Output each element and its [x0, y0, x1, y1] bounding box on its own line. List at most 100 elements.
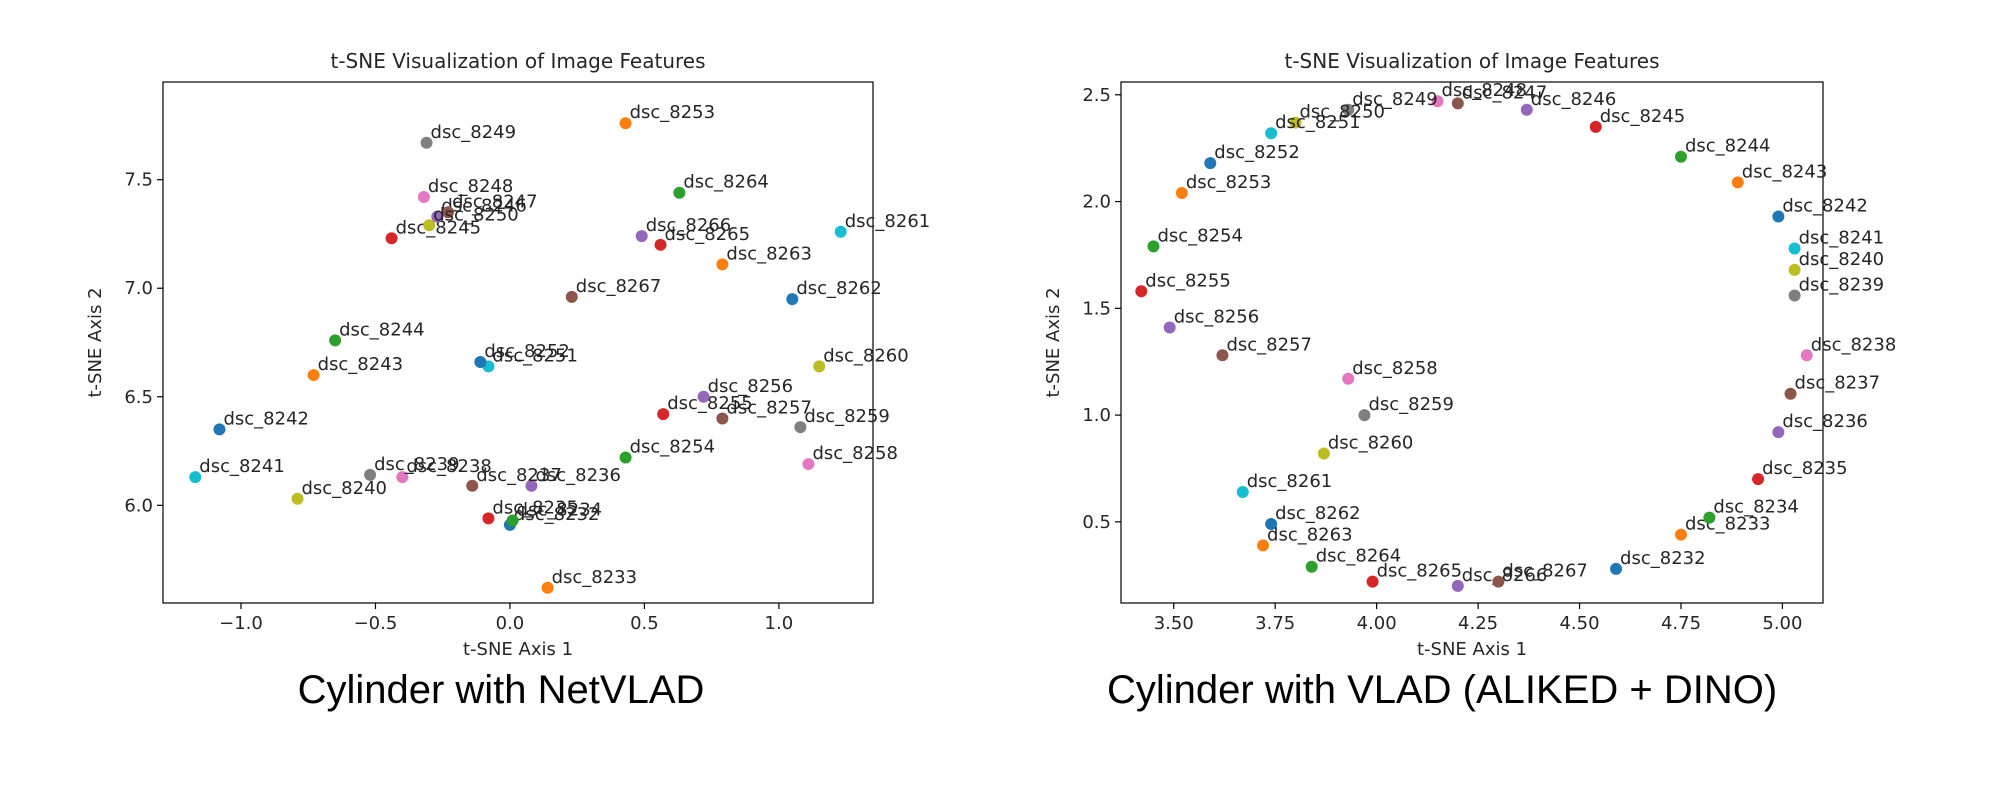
x-axis-label: t-SNE Axis 1 [1417, 639, 1527, 660]
point-dsc_8239 [1788, 289, 1801, 302]
point-dsc_8240 [1788, 263, 1801, 276]
point-dsc_8262 [786, 293, 799, 306]
y-tick-label: 6.5 [124, 387, 153, 408]
point-label-dsc_8261: dsc_8261 [1247, 471, 1333, 492]
x-tick-label: 3.75 [1255, 613, 1295, 634]
point-label-dsc_8243: dsc_8243 [1742, 161, 1828, 182]
point-label-dsc_8251: dsc_8251 [492, 345, 578, 366]
y-tick-label: 2.0 [1082, 192, 1111, 213]
right-panel: t-SNE Visualization of Image Features 3.5… [995, 0, 1990, 790]
point-label-dsc_8262: dsc_8262 [796, 278, 882, 299]
point-dsc_8244 [1674, 150, 1687, 163]
y-tick-label: 7.5 [124, 170, 153, 191]
point-label-dsc_8239: dsc_8239 [374, 454, 460, 475]
vlad-aliked-dino-tsne-chart: t-SNE Visualization of Image Features 3.5… [1043, 49, 1896, 660]
point-dsc_8250 [423, 219, 436, 232]
y-tick-label: 0.5 [1082, 512, 1111, 533]
point-label-dsc_8257: dsc_8257 [1226, 334, 1312, 355]
point-dsc_8235 [1752, 473, 1765, 486]
x-axis-label: t-SNE Axis 1 [463, 639, 573, 660]
point-dsc_8264 [1305, 560, 1318, 573]
point-dsc_8251 [1265, 127, 1278, 140]
y-tick-label: 1.5 [1082, 298, 1111, 319]
x-tick-label: 0.5 [630, 613, 659, 634]
point-dsc_8259 [1358, 409, 1371, 422]
point-dsc_8260 [1317, 447, 1330, 460]
point-dsc_8234 [506, 514, 519, 527]
point-dsc_8243 [307, 369, 320, 382]
point-label-dsc_8242: dsc_8242 [223, 408, 309, 429]
point-label-dsc_8237: dsc_8237 [1795, 373, 1881, 394]
point-label-dsc_8242: dsc_8242 [1782, 196, 1868, 217]
x-tick-label: 1.0 [765, 613, 794, 634]
point-label-dsc_8267: dsc_8267 [1502, 561, 1588, 582]
point-label-dsc_8266: dsc_8266 [646, 215, 732, 236]
point-dsc_8237 [466, 479, 479, 492]
point-dsc_8257 [1216, 349, 1229, 362]
point-dsc_8260 [813, 360, 826, 373]
y-axis-label: t-SNE Axis 2 [1043, 287, 1064, 397]
x-tick-label: 4.50 [1559, 613, 1599, 634]
point-dsc_8255 [1135, 285, 1148, 298]
y-axis-label: t-SNE Axis 2 [85, 287, 106, 397]
point-label-dsc_8237: dsc_8237 [476, 465, 562, 486]
point-dsc_8267 [1492, 575, 1505, 588]
point-label-dsc_8250: dsc_8250 [1299, 102, 1385, 123]
point-dsc_8255 [657, 408, 670, 421]
point-dsc_8247 [1451, 97, 1464, 110]
point-label-dsc_8261: dsc_8261 [845, 211, 931, 232]
x-tick-label: 4.00 [1357, 613, 1397, 634]
point-dsc_8261 [1236, 485, 1249, 498]
point-label-dsc_8240: dsc_8240 [301, 478, 387, 499]
point-dsc_8262 [1265, 517, 1278, 530]
point-label-dsc_8247: dsc_8247 [452, 191, 538, 212]
point-dsc_8263 [1257, 539, 1270, 552]
point-dsc_8253 [619, 117, 632, 130]
point-label-dsc_8232: dsc_8232 [514, 504, 600, 525]
point-dsc_8261 [834, 225, 847, 238]
point-label-dsc_8233: dsc_8233 [552, 567, 638, 588]
point-dsc_8266 [1451, 579, 1464, 592]
point-dsc_8248 [417, 191, 430, 204]
point-label-dsc_8234: dsc_8234 [517, 500, 603, 521]
point-label-dsc_8263: dsc_8263 [726, 243, 812, 264]
point-label-dsc_8265: dsc_8265 [665, 224, 751, 245]
x-tick-label: −0.5 [354, 613, 398, 634]
point-label-dsc_8255: dsc_8255 [667, 393, 753, 414]
point-label-dsc_8246: dsc_8246 [1531, 89, 1617, 110]
point-label-dsc_8238: dsc_8238 [406, 456, 492, 477]
point-dsc_8264 [673, 186, 686, 199]
point-label-dsc_8235: dsc_8235 [492, 497, 578, 518]
point-label-dsc_8250: dsc_8250 [433, 204, 519, 225]
point-dsc_8257 [716, 412, 729, 425]
point-dsc_8246 [431, 210, 444, 223]
point-label-dsc_8236: dsc_8236 [535, 465, 621, 486]
point-label-dsc_8241: dsc_8241 [199, 456, 285, 477]
y-tick-label: 2.5 [1082, 85, 1111, 106]
point-label-dsc_8257: dsc_8257 [726, 397, 812, 418]
point-dsc_8240 [291, 492, 304, 505]
point-label-dsc_8240: dsc_8240 [1799, 249, 1885, 270]
point-label-dsc_8245: dsc_8245 [1600, 106, 1686, 127]
point-label-dsc_8256: dsc_8256 [1174, 307, 1260, 328]
point-label-dsc_8258: dsc_8258 [1352, 358, 1438, 379]
point-label-dsc_8263: dsc_8263 [1267, 524, 1353, 545]
point-label-dsc_8244: dsc_8244 [339, 319, 425, 340]
point-label-dsc_8255: dsc_8255 [1145, 270, 1231, 291]
point-label-dsc_8260: dsc_8260 [1328, 433, 1414, 454]
point-label-dsc_8236: dsc_8236 [1782, 411, 1868, 432]
point-label-dsc_8253: dsc_8253 [630, 102, 716, 123]
point-dsc_8247 [442, 206, 455, 219]
point-label-dsc_8248: dsc_8248 [428, 176, 514, 197]
point-label-dsc_8232: dsc_8232 [1620, 548, 1706, 569]
point-dsc_8238 [1800, 349, 1813, 362]
point-label-dsc_8251: dsc_8251 [1275, 112, 1361, 133]
plot-frame [162, 81, 874, 604]
point-dsc_8259 [794, 421, 807, 434]
point-dsc_8250 [1289, 116, 1302, 129]
point-dsc_8244 [329, 334, 342, 347]
point-label-dsc_8244: dsc_8244 [1685, 136, 1771, 157]
point-label-dsc_8264: dsc_8264 [1316, 546, 1402, 567]
point-label-dsc_8259: dsc_8259 [804, 406, 890, 427]
y-tick-label: 1.0 [1082, 405, 1111, 426]
